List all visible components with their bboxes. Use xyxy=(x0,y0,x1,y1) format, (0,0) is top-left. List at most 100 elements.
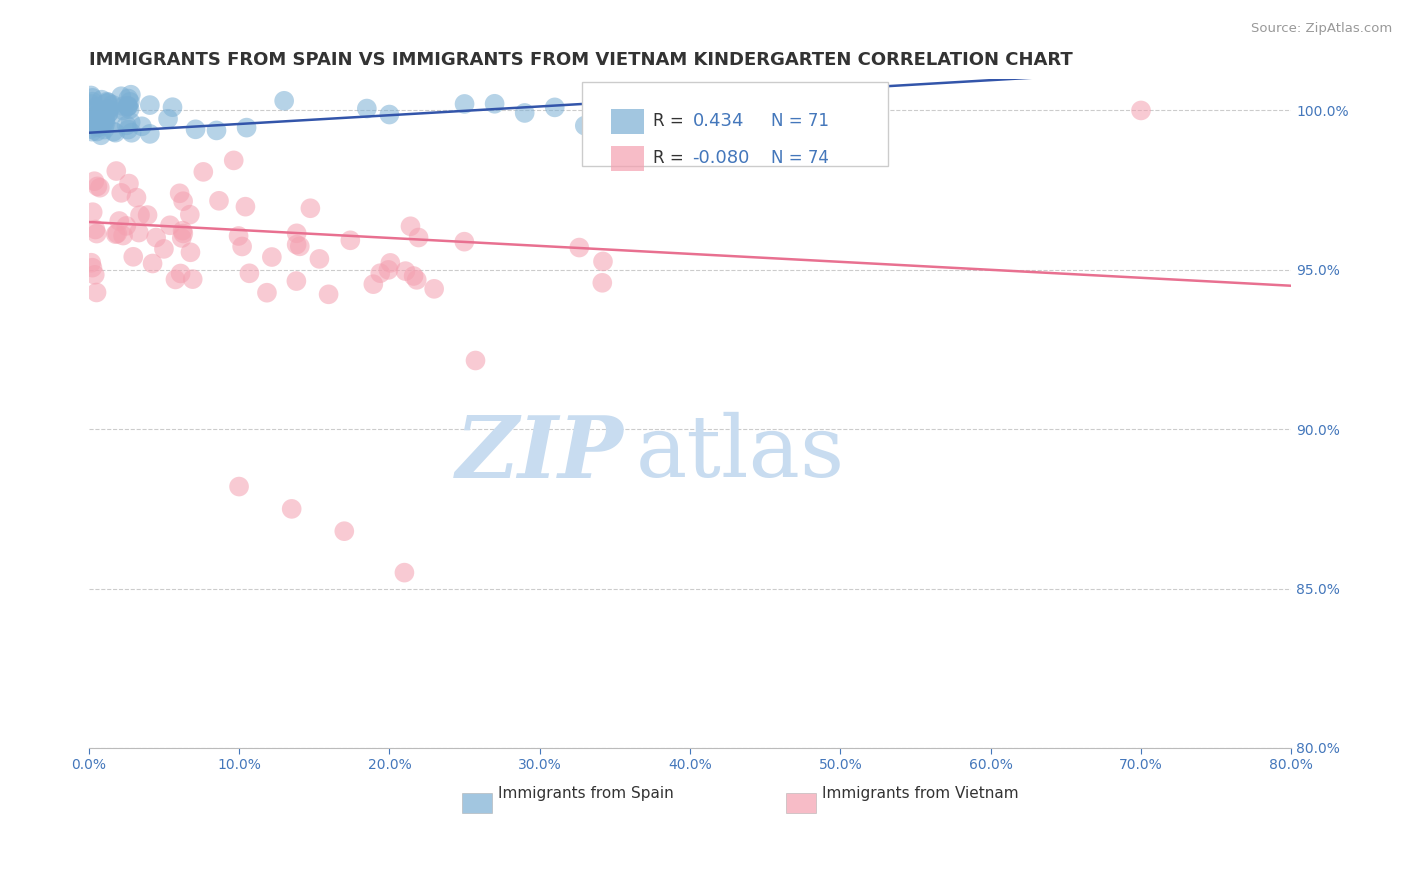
Point xyxy=(228,229,250,244)
Point xyxy=(83,174,105,188)
Point xyxy=(184,122,207,136)
Point xyxy=(139,98,162,112)
Point xyxy=(97,106,120,120)
Point xyxy=(120,115,142,129)
Point xyxy=(83,110,105,124)
Point xyxy=(356,102,378,116)
Point xyxy=(333,524,356,539)
Point xyxy=(159,219,181,233)
Point xyxy=(285,237,308,252)
Point xyxy=(402,268,425,283)
Point xyxy=(260,250,283,264)
Point xyxy=(112,99,135,113)
Text: R =: R = xyxy=(652,112,689,130)
Point xyxy=(84,222,107,236)
Point xyxy=(464,353,486,368)
Point xyxy=(86,108,108,122)
FancyBboxPatch shape xyxy=(582,82,889,166)
Point xyxy=(231,239,253,253)
Point xyxy=(169,186,191,201)
Point xyxy=(93,122,115,136)
Text: -0.080: -0.080 xyxy=(692,149,749,167)
Point xyxy=(131,120,153,134)
Point xyxy=(84,119,107,133)
Point xyxy=(97,106,120,120)
Point xyxy=(94,116,117,130)
Point xyxy=(94,114,117,128)
Point xyxy=(84,110,107,124)
Point xyxy=(193,165,215,179)
Text: R =: R = xyxy=(652,149,689,167)
Point xyxy=(117,122,139,136)
Point xyxy=(91,119,114,133)
Point xyxy=(86,285,108,300)
Point xyxy=(80,117,103,131)
Point xyxy=(129,208,152,222)
Point xyxy=(157,112,180,126)
Point xyxy=(568,241,591,255)
Point xyxy=(86,124,108,138)
Point xyxy=(288,239,311,253)
Point xyxy=(117,100,139,114)
Point xyxy=(285,274,308,288)
Point xyxy=(363,277,385,292)
Point xyxy=(280,501,302,516)
Point xyxy=(117,91,139,105)
Point xyxy=(308,252,330,266)
Point xyxy=(90,109,112,123)
Point xyxy=(394,566,416,580)
Point xyxy=(139,127,162,141)
Point xyxy=(121,126,143,140)
Text: N = 71: N = 71 xyxy=(770,112,828,130)
Point xyxy=(87,107,110,121)
Point xyxy=(83,114,105,128)
Point xyxy=(98,103,121,117)
Point xyxy=(118,103,141,117)
Point xyxy=(94,112,117,126)
Point xyxy=(83,268,105,282)
Point xyxy=(110,89,132,103)
Point xyxy=(181,272,204,286)
Point xyxy=(118,177,141,191)
Point xyxy=(205,123,228,137)
Point xyxy=(117,99,139,113)
Point xyxy=(79,122,101,136)
Point xyxy=(1130,103,1153,118)
Point xyxy=(82,205,104,219)
Point xyxy=(115,118,138,132)
Point xyxy=(172,227,194,241)
Point xyxy=(754,112,776,127)
Point xyxy=(110,186,132,200)
Point xyxy=(169,267,191,281)
Point xyxy=(80,125,103,139)
Point xyxy=(408,230,430,244)
Point xyxy=(172,194,194,209)
FancyBboxPatch shape xyxy=(786,793,817,813)
Point xyxy=(80,88,103,103)
Point xyxy=(84,117,107,131)
Point xyxy=(82,91,104,105)
Point xyxy=(82,95,104,109)
Point xyxy=(142,256,165,270)
Point xyxy=(96,95,118,109)
Point xyxy=(118,95,141,109)
Point xyxy=(405,273,427,287)
Point xyxy=(90,128,112,143)
Point xyxy=(82,103,104,118)
Point xyxy=(82,260,104,275)
Point xyxy=(179,208,201,222)
Point xyxy=(339,233,361,247)
Point xyxy=(423,282,446,296)
FancyBboxPatch shape xyxy=(610,109,644,134)
Point xyxy=(104,126,127,140)
Point xyxy=(112,228,135,243)
Point xyxy=(90,93,112,107)
Point xyxy=(145,230,167,244)
Point xyxy=(235,200,257,214)
Point xyxy=(285,227,308,241)
Point xyxy=(115,219,138,233)
Point xyxy=(87,120,110,135)
Point xyxy=(125,190,148,204)
Point xyxy=(104,227,127,242)
Text: Source: ZipAtlas.com: Source: ZipAtlas.com xyxy=(1251,22,1392,36)
